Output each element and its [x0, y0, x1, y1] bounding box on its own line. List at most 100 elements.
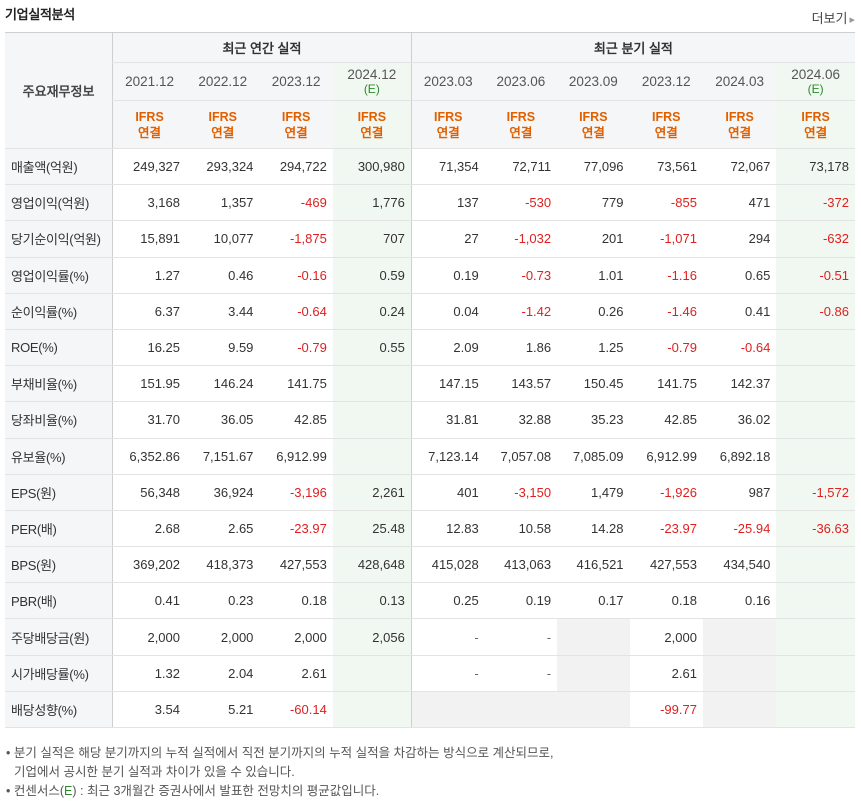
- table-cell: -: [410, 655, 485, 692]
- table-cell: 2,261: [332, 473, 412, 511]
- table-cell: 0.46: [186, 256, 260, 294]
- group-annual: 최근 연간 실적: [112, 32, 412, 63]
- table-cell: -23.97: [629, 510, 703, 548]
- row-label: 부채비율(%): [5, 365, 113, 403]
- table-cell: [776, 618, 855, 656]
- table-row: 매출액(억원) 249,327 293,324 294,722 300,980 71,35…: [5, 147, 855, 186]
- ifrs-label: IFRS 연결: [557, 100, 630, 149]
- table-row: 당기순이익(억원) 15,891 10,077 -1,875 707 27 -1,032 20…: [5, 220, 855, 258]
- table-cell: 7,057.08: [484, 438, 558, 475]
- table-cell: 143.57: [484, 365, 558, 403]
- period-label: 2023.12: [641, 74, 691, 89]
- table-cell: 72,711: [484, 147, 558, 186]
- table-cell: -0.51: [776, 256, 855, 294]
- period-header: 2022.12: [186, 62, 260, 101]
- table-cell: -0.73: [484, 256, 558, 294]
- table-cell: [702, 655, 777, 692]
- table-cell: 9.59: [186, 329, 260, 367]
- table-cell: 987: [702, 473, 777, 511]
- table-cell: -60.14: [259, 691, 333, 729]
- table-cell: [484, 691, 558, 729]
- table-cell: -99.77: [629, 691, 703, 729]
- footnote-1: • 분기 실적은 해당 분기까지의 누적 실적에서 직전 분기까지의 누적 실적…: [6, 744, 554, 763]
- ifrs-bottom: 연결: [138, 125, 162, 140]
- table-cell: 36.05: [186, 401, 260, 439]
- table-row: 영업이익률(%) 1.27 0.46 -0.16 0.59 0.19 -0.73 1.01 -1…: [5, 256, 855, 294]
- row-label: 시가배당률(%): [5, 655, 113, 692]
- ifrs-bottom: 연결: [728, 125, 752, 140]
- table-cell: -0.16: [259, 256, 333, 294]
- table-cell: 1,776: [332, 184, 412, 222]
- ifrs-label: IFRS 연결: [186, 100, 260, 149]
- table-cell: [776, 365, 855, 403]
- table-cell: 35.23: [557, 401, 630, 439]
- table-cell: 6,892.18: [702, 438, 777, 475]
- table-cell: 369,202: [112, 546, 187, 584]
- table-cell: 427,553: [259, 546, 333, 584]
- row-label: BPS(원): [5, 546, 113, 584]
- table-cell: -23.97: [259, 510, 333, 548]
- table-cell: 1,479: [557, 473, 630, 511]
- table-cell: 12.83: [410, 510, 485, 548]
- table-cell: -0.64: [259, 293, 333, 330]
- table-cell: 413,063: [484, 546, 558, 584]
- table-cell: 0.18: [629, 582, 703, 620]
- table-cell: 6.37: [112, 293, 187, 330]
- table-cell: 141.75: [259, 365, 333, 403]
- table-cell: 0.41: [112, 582, 187, 620]
- period-header: 2023.12: [259, 62, 333, 101]
- table-cell: 201: [557, 220, 630, 258]
- table-cell: -372: [776, 184, 855, 222]
- table-cell: [776, 655, 855, 692]
- ifrs-top: IFRS: [725, 109, 754, 124]
- period-header: 2024.06 (E): [776, 62, 855, 101]
- footnote-text: 기업에서 공시한 분기 실적과 차이가 있을 수 있습니다.: [14, 765, 295, 779]
- table-cell: 15,891: [112, 220, 187, 258]
- table-cell: 1.01: [557, 256, 630, 294]
- table-cell: [776, 401, 855, 439]
- ifrs-top: IFRS: [801, 109, 830, 124]
- period-label: 2023.06: [496, 74, 546, 89]
- table-cell: 2.61: [629, 655, 703, 692]
- more-link[interactable]: 더보기 ▸: [812, 8, 855, 27]
- table-cell: -1,071: [629, 220, 703, 258]
- table-cell: 42.85: [629, 401, 703, 439]
- table-cell: 418,373: [186, 546, 260, 584]
- ifrs-label: IFRS 연결: [776, 100, 855, 149]
- ifrs-bottom: 연결: [360, 125, 384, 140]
- table-cell: 428,648: [332, 546, 412, 584]
- table-cell: [332, 365, 412, 403]
- footnote-2: • 컨센서스(E) : 최근 3개월간 증권사에서 발표한 전망치의 평균값입니…: [6, 782, 554, 801]
- row-label: PBR(배): [5, 582, 113, 620]
- table-cell: -530: [484, 184, 558, 222]
- table-cell: [410, 691, 485, 729]
- table-cell: [557, 691, 630, 729]
- ifrs-top: IFRS: [506, 109, 536, 124]
- more-label: 더보기: [811, 11, 848, 26]
- table-cell: -0.64: [702, 329, 777, 367]
- table-cell: [557, 655, 630, 692]
- table-cell: 7,085.09: [557, 438, 630, 475]
- table-cell: 3.44: [186, 293, 260, 330]
- table-row: 시가배당률(%) 1.32 2.04 2.61- -2.61: [5, 655, 855, 692]
- table-cell: 141.75: [629, 365, 703, 403]
- table-cell: 42.85: [259, 401, 333, 439]
- table-cell: 2.65: [186, 510, 260, 548]
- table-cell: 293,324: [186, 147, 260, 186]
- table-cell: [776, 438, 855, 475]
- table-row: 영업이익(억원) 3,168 1,357 -469 1,776 137 -530 779 -85…: [5, 184, 855, 222]
- table-cell: 2,000: [186, 618, 260, 656]
- financial-table: 주요재무정보 최근 연간 실적 최근 분기 실적 2021.12 2022.12 2…: [5, 32, 855, 729]
- table-cell: 0.26: [557, 293, 630, 330]
- table-cell: -3,150: [484, 473, 558, 511]
- table-cell: 73,561: [629, 147, 703, 186]
- table-row: 배당성향(%) 3.54 5.21 -60.14 -99.77: [5, 691, 855, 729]
- estimate-mark: E: [64, 784, 73, 798]
- table-cell: 1,357: [186, 184, 260, 222]
- period-label: 2023.12: [271, 74, 321, 89]
- table-cell: 0.41: [702, 293, 777, 330]
- table-cell: -0.79: [629, 329, 703, 367]
- period-header: 2023.12: [629, 62, 703, 101]
- table-cell: 0.13: [332, 582, 412, 620]
- table-cell: 31.70: [112, 401, 187, 439]
